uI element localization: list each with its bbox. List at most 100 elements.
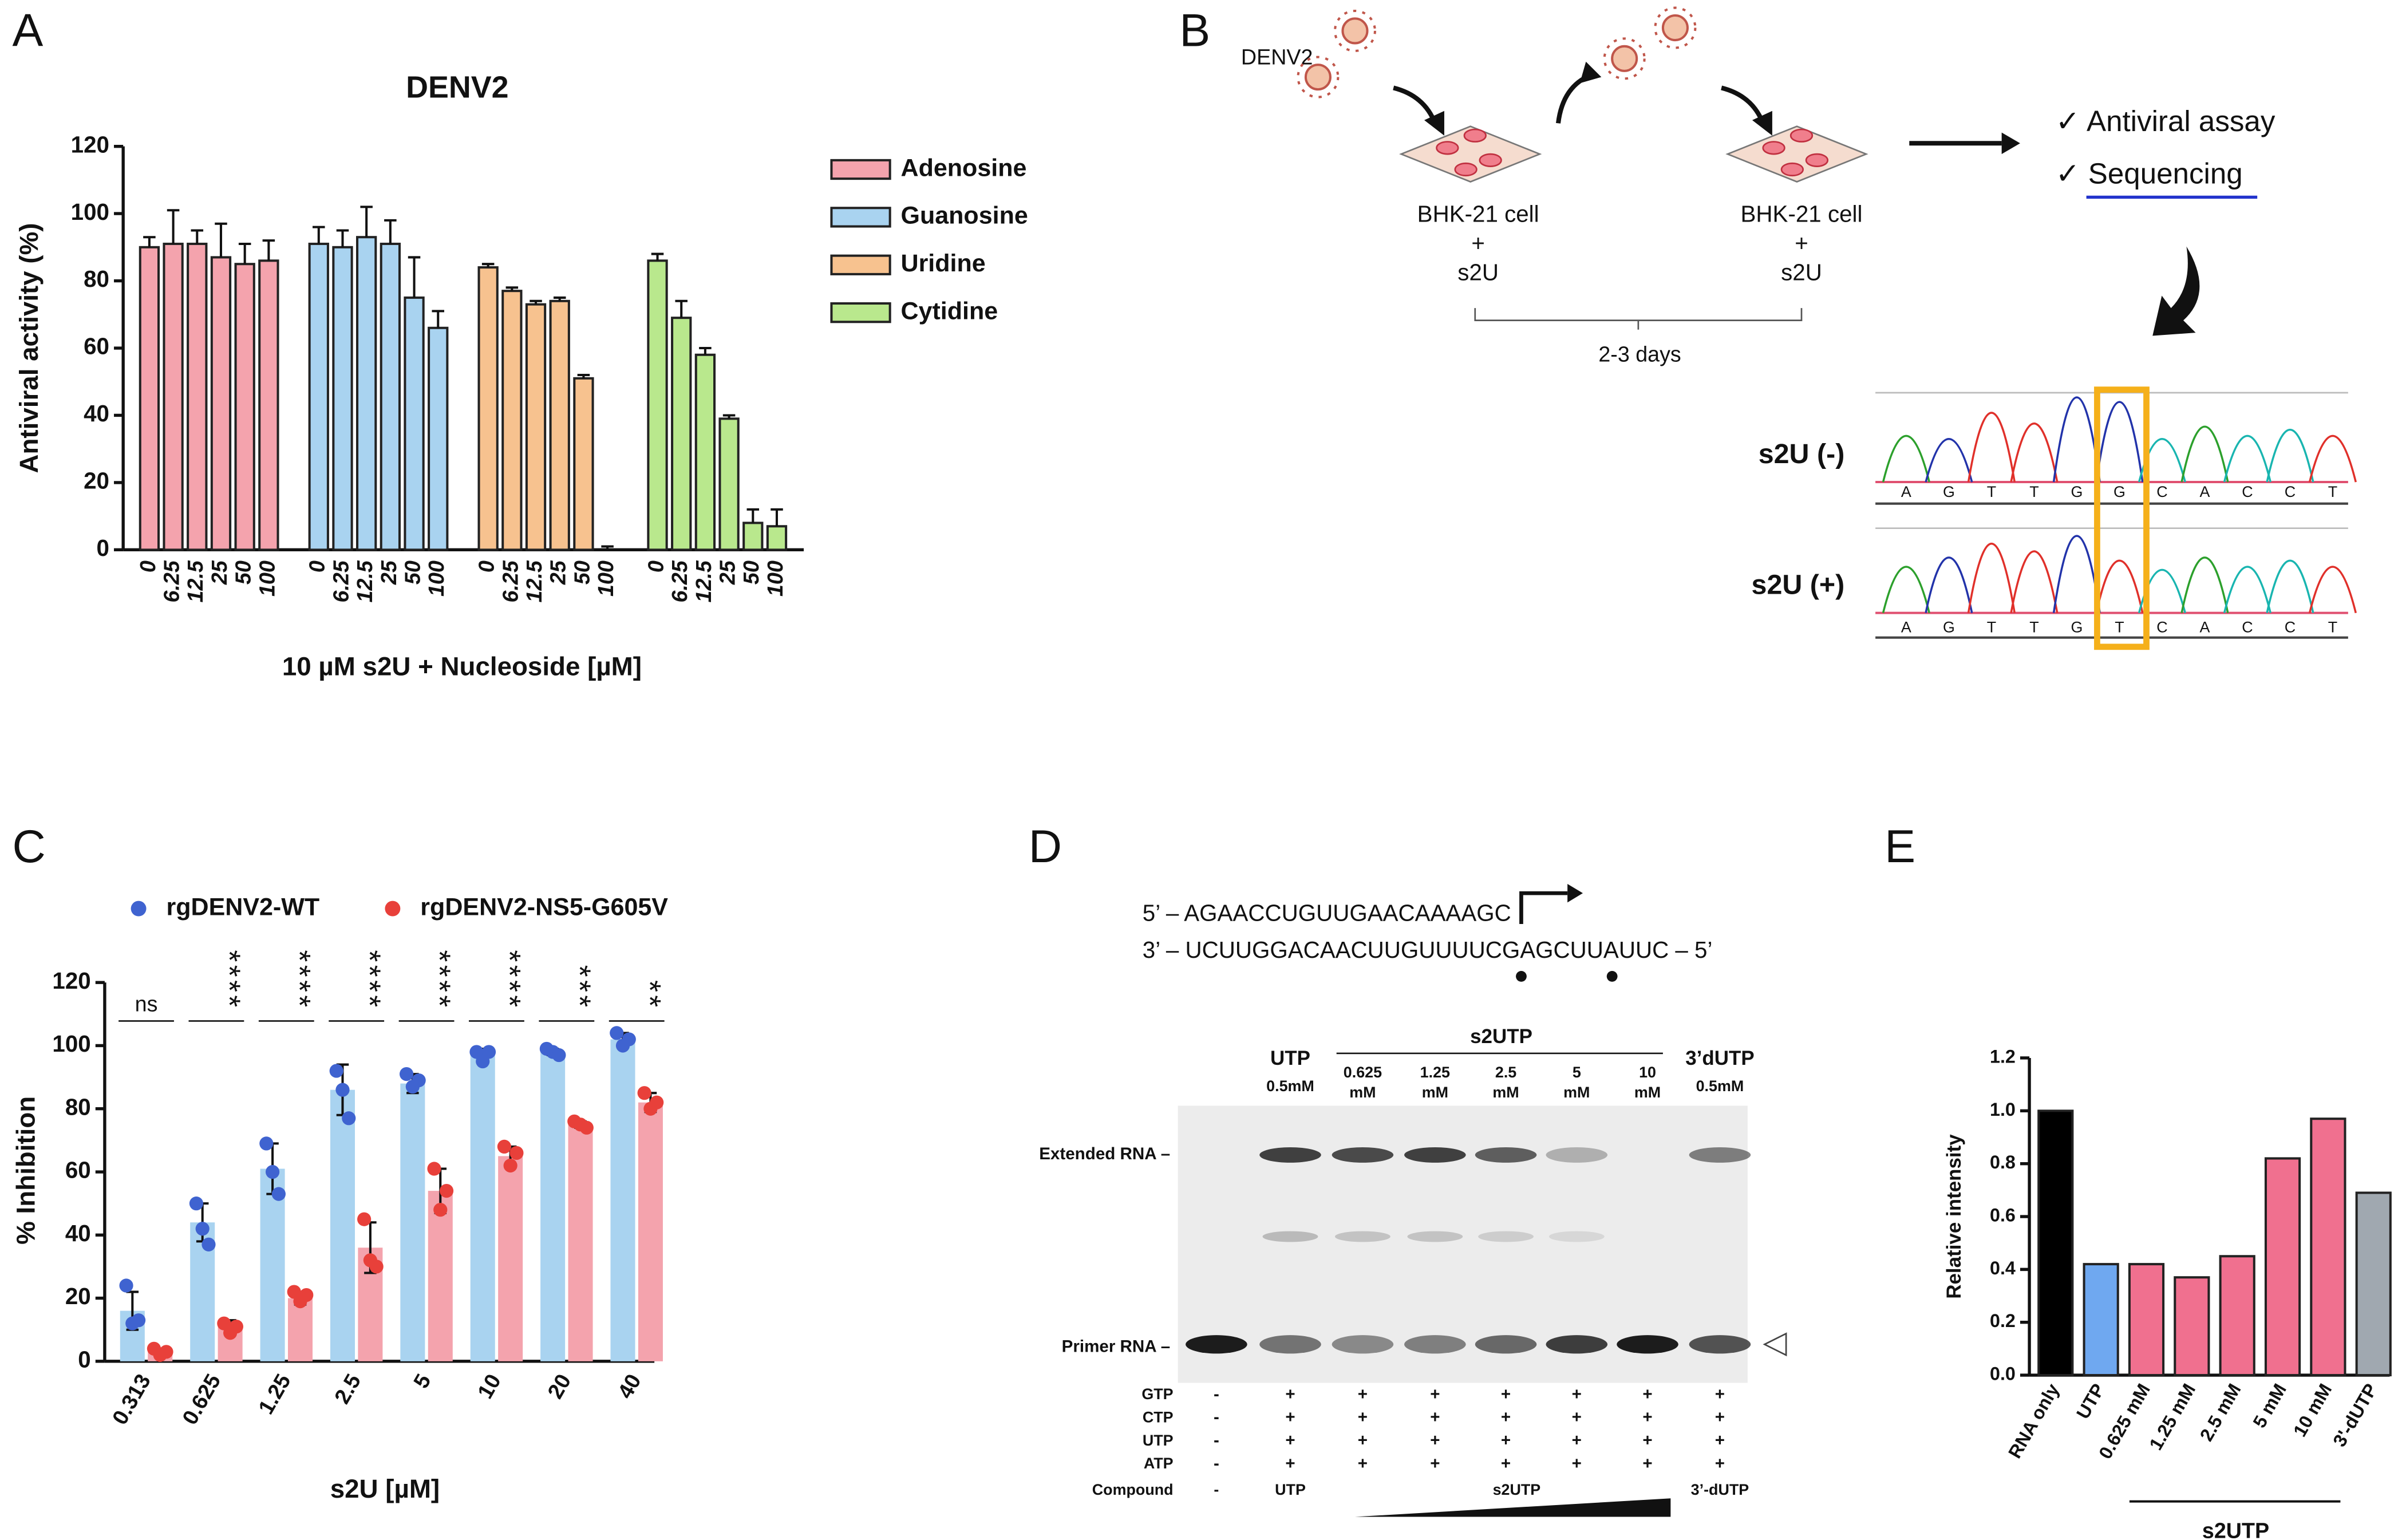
peak [1925,556,1973,614]
row-label: ATP [1144,1455,1174,1472]
bar [2128,1263,2165,1377]
bar [2355,1191,2392,1377]
x-tick-label: 0 [475,560,499,572]
row-cell: + [1642,1385,1652,1404]
x-tick-label: 100 [424,560,448,597]
error-bar [553,296,566,301]
band [1689,1335,1751,1354]
base-call: A [2199,483,2210,500]
base-call: G [1943,483,1955,500]
error-bar [143,236,156,247]
base-call: C [2242,619,2253,636]
bar [470,1055,495,1361]
peak [2266,559,2314,614]
x-tick-label: 3'-dUTP [2329,1380,2381,1450]
base-call: C [2156,619,2167,636]
start-arrow [1519,891,1568,924]
error-bar [215,222,227,258]
error-bar [505,286,519,291]
base-call: T [1987,483,1996,500]
bar [549,299,570,551]
base-call: T [2328,483,2337,500]
band [1332,1147,1394,1163]
row-cell: + [1572,1431,1582,1450]
row-cell: + [1501,1431,1511,1450]
error-bar [384,219,397,244]
y-axis-title: Relative intensity [1943,1134,1965,1299]
bar [573,377,594,551]
y-axis-title: % Inhibition [11,1096,40,1245]
significance: **** [492,950,527,1010]
row-cell: + [1358,1385,1368,1404]
peak [2223,435,2271,483]
lane-conc: 0.5mM [1266,1077,1314,1095]
panel-d: 5’ – AGAACCUGUUGAACAAAAGC 3’ – UCUUGGACA… [1039,884,1787,1517]
compound-label: - [1214,1481,1219,1498]
bar [332,246,353,551]
y-tick-label: 100 [52,1030,90,1057]
bar [2219,1255,2255,1377]
row-cell: + [1642,1454,1652,1473]
legend-label: Adenosine [901,154,1027,181]
legend-swatch [830,159,891,180]
peak [1967,543,2016,613]
peak [2266,429,2314,483]
base-call: A [2199,619,2210,636]
bar [501,290,523,551]
legend-swatch [830,207,891,228]
x-tick-label: 20 [543,1370,575,1403]
legend-label: Cytidine [901,298,998,325]
bar [568,1124,593,1361]
compound-label: 3’-dUTP [1691,1481,1749,1498]
x-tick-label: 6.25 [498,560,522,602]
row-cell: + [1572,1408,1582,1427]
peak [1882,435,1930,483]
panel-letter: E [1885,821,1915,872]
x-tick-label: 0.625 [177,1370,225,1429]
base-call: T [2029,619,2038,636]
band [1478,1231,1534,1242]
dot [1606,971,1618,982]
x-tick-label: 0.313 [108,1370,155,1429]
arrow-heads [1424,61,2200,336]
peak [2095,401,2144,483]
legend-label: rgDENV2-WT [166,893,319,921]
x-tick-label: 50 [739,560,763,585]
point [195,1222,210,1236]
significance: **** [212,950,247,1010]
group-header: s2UTP [1470,1025,1532,1048]
template-seq: 3’ – UCUUGGACAACUUGUUUUCGAGCUUAUUC – 5’ [1143,937,1713,963]
band [1335,1231,1390,1242]
row-label: Compound [1092,1481,1174,1498]
base-call: C [2156,483,2167,500]
row-cell: + [1572,1385,1582,1404]
y-tick-label: 1.2 [1990,1047,2016,1067]
point [399,1067,414,1081]
gel-lanes: 0.625 mM 1.25 mM 2.5 mM 5 mM 10 mM GTP - + + + + + + + CTP -… [1092,1064,1751,1498]
significance: ns [135,992,158,1016]
point [427,1162,441,1176]
virus-icons [1297,6,1697,98]
row-cell: - [1214,1454,1219,1473]
error-bar [191,229,204,244]
y-tick-label: 20 [65,1283,91,1309]
point [329,1064,343,1078]
x-tick-label: 12.5 [353,560,377,602]
bar [638,1102,663,1361]
compound-label: UTP [1275,1481,1306,1498]
x-tick-label: 12.5 [522,560,546,602]
row-cell: + [1285,1454,1295,1473]
error-bar [601,545,614,550]
point [650,1095,664,1109]
x-tick-label: UTP [2072,1380,2108,1423]
point [497,1139,511,1154]
error-bar [530,299,542,305]
row-cell: + [1430,1431,1440,1450]
bar [2264,1157,2301,1377]
chromatograms: A G T T G G C A C C T A G T T G T C A C C T [1875,392,2357,639]
point [579,1120,594,1135]
lane-conc: 0.625 [1344,1064,1382,1081]
point [119,1278,133,1293]
row-cell: + [1358,1431,1368,1450]
